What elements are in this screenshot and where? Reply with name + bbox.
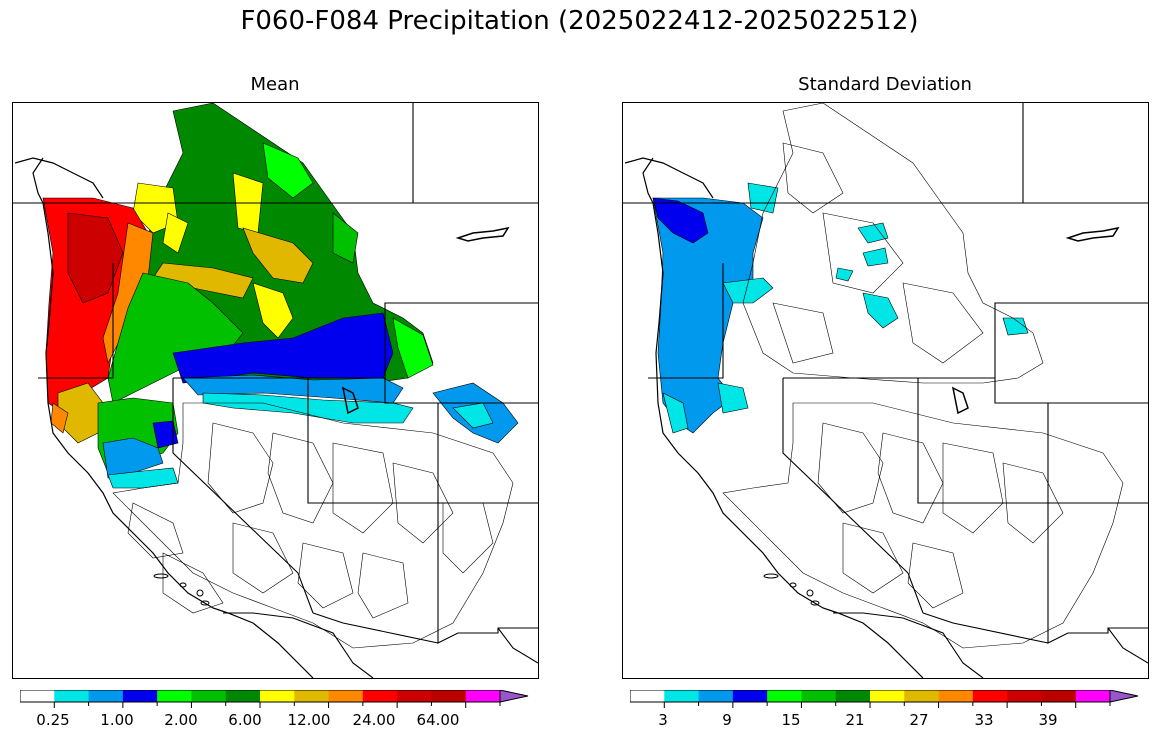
- std-precip-fill: [652, 182, 1029, 434]
- mean-tick-label: 24.00: [352, 711, 396, 729]
- mean-tick-label: 2.00: [164, 711, 198, 729]
- mean-colorbar-swatch: [20, 690, 55, 702]
- std-borders: [623, 103, 1148, 678]
- std-channel-islands: [763, 573, 820, 606]
- figure-title: F060-F084 Precipitation (2025022412-2025…: [240, 6, 919, 36]
- mean-colorbar-swatch: [397, 690, 432, 702]
- std-colorbar-swatch: [664, 690, 700, 702]
- std-colorbar-swatch: [801, 690, 837, 702]
- std-colorbar-swatch: [904, 690, 940, 702]
- std-colorbar-swatch: [938, 690, 974, 702]
- std-tick-label: 33: [974, 711, 994, 729]
- std-colorbar-swatch: [1075, 690, 1111, 702]
- mean-panel-title: Mean: [250, 74, 300, 95]
- mean-colorbar-swatch: [54, 690, 90, 702]
- std-tick-label: 9: [722, 711, 732, 729]
- std-colorbar-swatch: [1041, 690, 1077, 702]
- std-colorbar-swatch: [767, 690, 802, 702]
- std-basin-outlines: [722, 103, 1124, 649]
- mean-tick-label: 0.25: [36, 711, 70, 729]
- mean-tick-label: 64.00: [416, 711, 460, 729]
- mean-tick-label: 1.00: [100, 711, 134, 729]
- mean-colorbar-swatch: [294, 690, 330, 702]
- mean-colorbar-swatch: [260, 690, 295, 702]
- std-colorbar-swatch: [835, 690, 871, 702]
- std-map-canvas: [623, 103, 1148, 678]
- mean-tick-label: 12.00: [287, 711, 331, 729]
- mean-colorbar-swatch: [431, 690, 467, 702]
- mean-colorbar-swatch: [362, 690, 398, 702]
- mean-tick-label: 6.00: [228, 711, 262, 729]
- mean-precip-fill: [42, 103, 519, 489]
- std-colorbar-swatch: [1007, 690, 1042, 702]
- std-colorbar-swatch: [698, 690, 734, 702]
- std-tick-label: 3: [658, 711, 668, 729]
- std-colorbar-swatch: [972, 690, 1008, 702]
- std-tick-label: 21: [845, 711, 865, 729]
- mean-colorbar-swatches: [20, 690, 529, 703]
- mean-map: [12, 102, 539, 679]
- std-colorbar-swatches: [630, 690, 1139, 703]
- mean-colorbar-swatch: [225, 690, 261, 702]
- mean-colorbar-ticks: [53, 702, 501, 708]
- std-colorbar-ticks: [663, 702, 1111, 708]
- std-coastline: [642, 157, 924, 678]
- mean-colorbar-swatch: [191, 690, 227, 702]
- mean-colorbar-swatch: [88, 690, 124, 702]
- mean-colorbar-swatch: [122, 690, 158, 702]
- std-colorbar-extend-arrow: [1109, 690, 1139, 703]
- mean-borders: [13, 103, 538, 678]
- mean-colorbar-swatch: [328, 690, 364, 702]
- std-tick-label: 27: [909, 711, 929, 729]
- mean-colorbar-swatch: [157, 690, 192, 702]
- std-colorbar-swatch: [732, 690, 768, 702]
- mean-coastline: [32, 157, 314, 678]
- std-colorbar-swatch: [630, 690, 665, 702]
- std-colorbar-swatch: [870, 690, 905, 702]
- mean-colorbar-swatch: [465, 690, 501, 702]
- mean-colorbar: [20, 690, 529, 708]
- mean-map-canvas: [13, 103, 538, 678]
- std-tick-label: 15: [781, 711, 801, 729]
- mean-colorbar-extend-arrow: [499, 690, 529, 703]
- std-tick-label: 39: [1038, 711, 1058, 729]
- mean-channel-islands: [153, 573, 210, 606]
- std-panel-title: Standard Deviation: [798, 74, 972, 95]
- std-colorbar: [630, 690, 1139, 708]
- std-map: [622, 102, 1149, 679]
